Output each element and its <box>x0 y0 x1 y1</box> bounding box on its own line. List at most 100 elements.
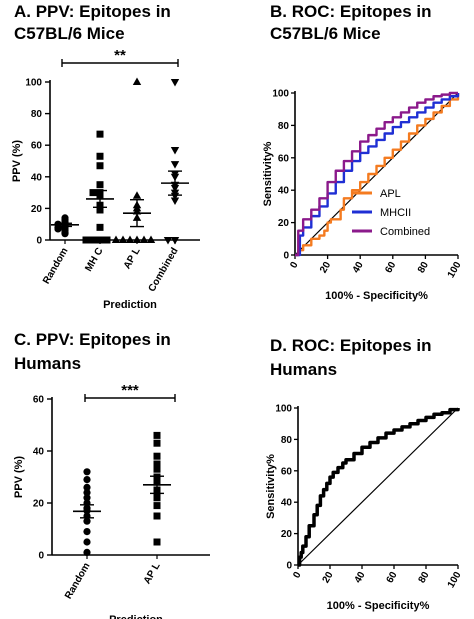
panel-d-y-tick-label: 80 <box>281 435 293 446</box>
panel-b-y-tick-label: 60 <box>278 153 290 164</box>
panel-b-legend-label: APL <box>380 188 401 200</box>
panel-c-title-line2: Humans <box>14 354 82 373</box>
panel-d-x-axis-label: 100% - Specificity% <box>327 600 430 612</box>
panel-c-data-point <box>83 468 91 476</box>
panel-c-data-point <box>83 476 91 484</box>
panel-d-x-tick-label: 80 <box>417 570 432 586</box>
panel-d-x-tick-label: 20 <box>321 570 336 586</box>
panel-a-data-point <box>96 236 104 244</box>
panel-a-data-point <box>96 181 104 189</box>
panel-b-x-tick-label: 100 <box>446 260 464 280</box>
panel-c-data-point <box>153 439 161 447</box>
panel-a-x-tick-label: Random <box>41 246 71 286</box>
panel-c-data-point <box>153 512 161 520</box>
panel-b-x-tick-label: 0 <box>288 260 301 271</box>
panel-c-data-point <box>153 460 161 468</box>
panel-d-title-line2: Humans <box>270 360 338 379</box>
panel-a-y-tick-label: 60 <box>31 141 43 152</box>
panel-b-title-line2: C57BL/6 Mice <box>270 24 381 43</box>
panel-b-x-axis-label: 100% - Specificity% <box>325 290 428 302</box>
panel-a-y-tick-label: 80 <box>31 109 43 120</box>
panel-c-data-point <box>153 431 161 439</box>
panel-a-data-point <box>170 146 180 155</box>
panel-b-x-tick-label: 40 <box>351 260 366 276</box>
panel-c-data-point <box>83 517 91 525</box>
panel-a-title-line1: A. PPV: Epitopes in <box>14 2 171 21</box>
panel-d-y-tick-label: 40 <box>281 498 293 509</box>
panel-c-x-tick-label: Random <box>63 561 93 601</box>
panel-b-combined-curve <box>295 91 458 257</box>
panel-a-y-axis-label: PPV (%) <box>11 140 23 183</box>
panel-c-data-point <box>83 548 91 557</box>
panel-b-x-tick-label: 60 <box>383 260 398 276</box>
panel-d-reference-diagonal <box>297 407 459 566</box>
panel-c-data-point <box>83 483 91 491</box>
panel-b-x-tick-label: 80 <box>416 260 431 276</box>
panel-b-y-tick-label: 20 <box>278 218 290 229</box>
panel-a-data-point <box>132 235 142 243</box>
panel-c-data-point <box>83 528 91 536</box>
panel-b-mhcii-curve <box>295 93 460 257</box>
panel-c-data-point <box>153 465 161 473</box>
panel-c-y-tick-label: 20 <box>33 499 45 510</box>
panel-b-y-tick-label: 80 <box>278 121 290 132</box>
panel-d-x-tick-label: 0 <box>291 570 304 581</box>
panel-a-data-point <box>170 237 180 245</box>
panel-a-data-point <box>89 189 97 197</box>
panel-b-y-tick-label: 0 <box>283 251 289 262</box>
panel-a-data-point <box>89 236 97 244</box>
panel-a-data-point <box>132 77 142 85</box>
panel-c-y-tick-label: 40 <box>33 447 45 458</box>
panel-a-data-point <box>163 237 173 245</box>
panel-b-legend-label: Combined <box>380 226 430 238</box>
panel-c-y-axis-label: PPV (%) <box>13 456 25 499</box>
panel-c-x-axis-label: Prediction <box>109 614 163 619</box>
panel-a-data-point <box>146 235 156 243</box>
panel-a-significance-label: ** <box>114 47 126 64</box>
panel-a-y-tick-label: 20 <box>31 204 43 215</box>
panel-a-data-point <box>61 214 69 222</box>
panel-d-title-line1: D. ROC: Epitopes in <box>270 336 432 355</box>
panel-a-data-point <box>111 235 121 243</box>
panel-a-x-axis-label: Prediction <box>103 299 157 311</box>
panel-a-data-point <box>170 79 180 87</box>
panel-b-title-line1: B. ROC: Epitopes in <box>270 2 432 21</box>
panel-a-data-point <box>82 236 90 244</box>
panel-d-x-tick-label: 60 <box>385 570 400 586</box>
panel-c-data-point <box>83 538 91 546</box>
panel-a-data-point <box>139 235 149 243</box>
panel-a-data-point <box>132 191 142 199</box>
panel-d-y-tick-label: 0 <box>286 561 292 572</box>
panel-a-data-point <box>118 235 128 243</box>
panel-c-data-point <box>153 452 161 460</box>
panel-c-data-point <box>83 489 91 497</box>
panel-a-data-point <box>96 152 104 160</box>
panel-c-significance-label: *** <box>121 382 139 399</box>
panel-a-y-tick-label: 40 <box>31 172 43 183</box>
panel-b-y-tick-label: 40 <box>278 186 290 197</box>
panel-a-title-line2: C57BL/6 Mice <box>14 24 125 43</box>
panel-c-y-tick-label: 0 <box>38 551 44 562</box>
panel-b-legend-label: MHCII <box>380 207 411 219</box>
panel-c-data-point <box>83 494 91 502</box>
panel-d-y-axis-label: Sensitivity% <box>265 454 277 519</box>
panel-c-title-line1: C. PPV: Epitopes in <box>14 330 171 349</box>
panel-c-data-point <box>153 502 161 510</box>
panel-a-data-point <box>96 162 104 170</box>
panel-a-y-tick-label: 0 <box>36 236 42 247</box>
panel-d-y-tick-label: 60 <box>281 466 293 477</box>
panel-d-x-tick-label: 100 <box>446 570 464 590</box>
panel-b-y-tick-label: 100 <box>272 89 289 100</box>
panel-a-data-point <box>96 206 104 214</box>
panel-b-x-tick-label: 20 <box>318 260 333 276</box>
panel-c-data-point <box>153 538 161 546</box>
panel-b-apl-curve <box>295 93 460 257</box>
panel-d-y-tick-label: 100 <box>275 404 292 415</box>
panel-b-y-axis-label: Sensitivity% <box>262 141 274 206</box>
panel-c-x-tick-label: AP L <box>142 561 163 586</box>
panel-a-data-point <box>170 161 180 169</box>
panel-c-y-tick-label: 60 <box>33 395 45 406</box>
panel-a-x-tick-label: AP L <box>122 246 143 271</box>
panel-a-data-point <box>96 130 104 138</box>
